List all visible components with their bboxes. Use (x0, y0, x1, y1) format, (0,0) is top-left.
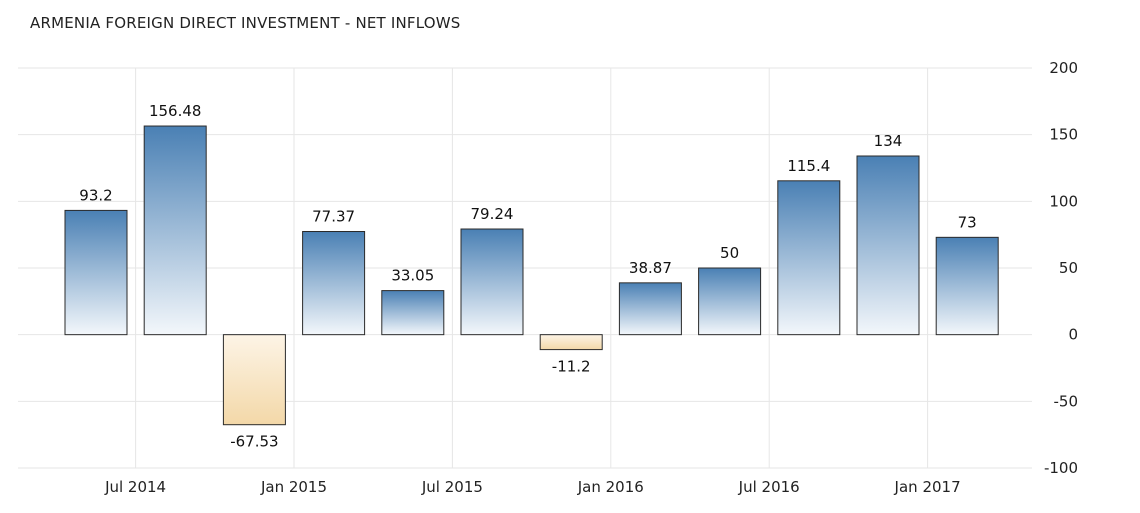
data-label: 79.24 (471, 205, 514, 223)
bars (64, 125, 999, 426)
bar (64, 209, 128, 336)
x-tick-label: Jan 2016 (577, 478, 644, 496)
x-tick-label: Jan 2017 (894, 478, 961, 496)
x-tick-label: Jul 2015 (421, 478, 483, 496)
y-tick-label: -100 (1044, 459, 1078, 477)
y-axis: 200 150 100 50 0 -50 -100 (1044, 59, 1078, 477)
data-label: 93.2 (79, 186, 112, 204)
data-label: 134 (874, 132, 903, 150)
x-tick-label: Jul 2016 (738, 478, 800, 496)
y-tick-label: 200 (1049, 59, 1078, 77)
x-tick-label: Jul 2014 (104, 478, 166, 496)
data-label: 156.48 (149, 102, 202, 120)
data-label: -11.2 (552, 358, 591, 376)
bar (698, 267, 762, 336)
data-labels: 93.2 156.48 -67.53 77.37 33.05 79.24 -11.2 38.8… (79, 102, 976, 451)
data-label: -67.53 (230, 433, 278, 451)
y-tick-label: 50 (1059, 259, 1078, 277)
y-tick-label: 100 (1049, 192, 1078, 210)
data-label: 77.37 (312, 208, 355, 226)
data-label: 38.87 (629, 259, 672, 277)
bar (143, 125, 207, 336)
bar (618, 282, 682, 336)
data-label: 73 (958, 213, 977, 231)
y-tick-label: 0 (1068, 326, 1078, 344)
y-tick-label: -50 (1054, 392, 1079, 410)
bar (460, 228, 524, 336)
y-tick-label: 150 (1049, 126, 1078, 144)
bar (935, 236, 999, 336)
x-tick-label: Jan 2015 (260, 478, 327, 496)
bar (856, 155, 920, 336)
x-axis: Jul 2014 Jan 2015 Jul 2015 Jan 2016 Jul 2016… (104, 478, 961, 496)
bar (539, 334, 603, 351)
bar (777, 180, 841, 336)
bar (381, 290, 445, 336)
bar (222, 334, 286, 426)
data-label: 50 (720, 244, 739, 262)
data-label: 33.05 (391, 267, 434, 285)
bar (302, 231, 366, 336)
data-label: 115.4 (787, 157, 830, 175)
chart-title: ARMENIA FOREIGN DIRECT INVESTMENT - NET … (30, 14, 461, 32)
